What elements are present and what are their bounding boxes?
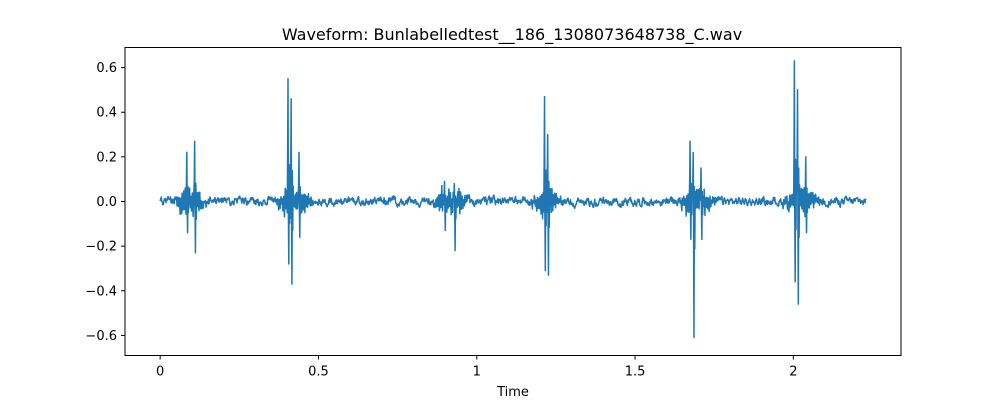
waveform-series-line xyxy=(159,60,867,339)
y-tick-label: 0.0 xyxy=(96,195,117,210)
y-axis: −0.6 −0.4 −0.2 0.0 0.2 0.4 0.6 xyxy=(85,61,125,344)
x-axis: 0 0.5 1 1.5 2 xyxy=(156,355,797,380)
y-tick-label: −0.2 xyxy=(85,240,117,255)
x-tick-label: 2 xyxy=(789,365,797,380)
x-tick-label: 1.5 xyxy=(625,365,646,380)
y-tick-label: −0.4 xyxy=(85,284,117,299)
x-tick-label: 0.5 xyxy=(308,365,329,380)
y-tick-label: 0.4 xyxy=(96,106,117,121)
y-tick-label: 0.2 xyxy=(96,150,117,165)
plot-area xyxy=(159,60,867,339)
x-tick-label: 1 xyxy=(473,365,481,380)
x-axis-label: Time xyxy=(496,385,529,400)
y-tick-label: 0.6 xyxy=(96,61,117,76)
plot-frame xyxy=(124,47,902,356)
x-tick-label: 0 xyxy=(156,365,164,380)
chart-title: Waveform: Bunlabelledtest__186_130807364… xyxy=(282,25,742,45)
y-tick-label: −0.6 xyxy=(85,329,117,344)
